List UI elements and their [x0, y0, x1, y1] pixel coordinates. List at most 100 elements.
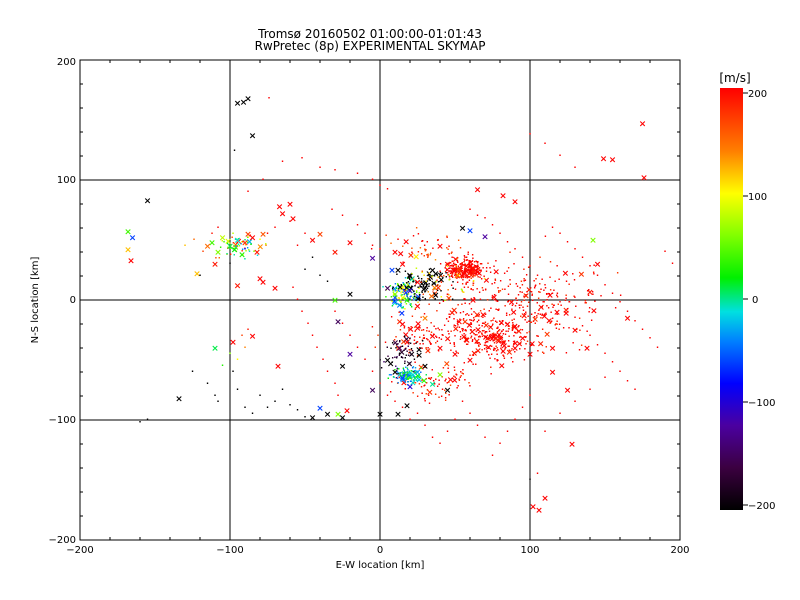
data-point-dot: ·: [447, 378, 450, 387]
data-point-dot: ·: [494, 275, 497, 284]
data-point-dot: ·: [391, 284, 394, 293]
data-point-dot: ·: [409, 339, 412, 348]
data-point-cross: ×: [452, 324, 460, 334]
data-point-cross: ×: [463, 262, 471, 272]
data-point-dot: ·: [449, 259, 452, 268]
data-point-dot: ·: [414, 278, 417, 287]
data-point-dot: ·: [418, 290, 421, 299]
data-point-dot: ·: [495, 347, 498, 356]
data-point-dot: ·: [558, 297, 561, 306]
data-point-dot: ·: [421, 337, 424, 346]
data-point-dot: ·: [656, 343, 659, 352]
data-point-cross: ×: [415, 293, 423, 303]
data-point-cross: ×: [403, 296, 411, 306]
data-point-dot: ·: [425, 379, 428, 388]
data-point-dot: ·: [591, 290, 594, 299]
data-point-dot: ·: [440, 295, 443, 304]
data-point-cross: ×: [476, 269, 484, 279]
data-point-dot: ·: [247, 245, 250, 254]
data-point-dot: ·: [494, 256, 497, 265]
data-point-dot: ·: [512, 259, 515, 268]
data-point-cross: ×: [506, 348, 514, 358]
data-point-cross: ×: [452, 255, 460, 265]
data-point-cross: ×: [253, 248, 261, 258]
data-point-dot: ·: [614, 304, 617, 313]
data-point-dot: ·: [454, 264, 457, 273]
data-point-dot: ·: [513, 245, 516, 254]
data-point-dot: ·: [448, 266, 451, 275]
data-point-cross: ×: [388, 266, 396, 276]
data-point-dot: ·: [462, 269, 465, 278]
data-point-dot: ·: [418, 323, 421, 332]
data-point-dot: ·: [221, 361, 224, 370]
data-point-dot: ·: [465, 253, 468, 262]
data-point-dot: ·: [453, 260, 456, 269]
data-point-cross: ×: [399, 374, 407, 384]
data-point-dot: ·: [261, 175, 264, 184]
data-point-dot: ·: [402, 364, 405, 373]
data-point-cross: ×: [481, 232, 489, 242]
data-point-dot: ·: [412, 362, 415, 371]
data-point-dot: ·: [458, 264, 461, 273]
data-point-dot: ·: [671, 259, 674, 268]
data-point-dot: ·: [476, 258, 479, 267]
data-point-cross: ×: [208, 238, 216, 248]
data-point-dot: ·: [455, 308, 458, 317]
data-point-dot: ·: [390, 313, 393, 322]
data-point-dot: ·: [231, 233, 234, 242]
data-point-dot: ·: [391, 285, 394, 294]
data-point-dot: ·: [432, 330, 435, 339]
data-point-cross: ×: [428, 292, 436, 302]
data-point-dot: ·: [500, 327, 503, 336]
data-point-dot: ·: [436, 286, 439, 295]
data-point-dot: ·: [456, 266, 459, 275]
data-point-dot: ·: [500, 327, 503, 336]
data-point-dot: ·: [225, 250, 228, 259]
data-point-dot: ·: [418, 333, 421, 342]
data-point-dot: ·: [408, 367, 411, 376]
data-point-dot: ·: [405, 368, 408, 377]
data-point-dot: ·: [454, 269, 457, 278]
data-point-dot: ·: [539, 310, 542, 319]
data-point-cross: ×: [511, 198, 519, 208]
data-point-dot: ·: [456, 272, 459, 281]
data-point-dot: ·: [399, 325, 402, 334]
data-point-cross: ×: [403, 283, 411, 293]
data-point-dot: ·: [438, 380, 441, 389]
data-point-dot: ·: [452, 284, 455, 293]
data-point-dot: ·: [466, 340, 469, 349]
data-point-dot: ·: [237, 235, 240, 244]
data-point-dot: ·: [400, 353, 403, 362]
data-point-dot: ·: [468, 276, 471, 285]
data-point-dot: ·: [404, 344, 407, 353]
data-point-dot: ·: [434, 332, 437, 341]
data-point-dot: ·: [403, 304, 406, 313]
data-point-dot: ·: [386, 391, 389, 400]
data-point-dot: ·: [509, 296, 512, 305]
data-point-dot: ·: [480, 329, 483, 338]
data-point-dot: ·: [444, 389, 447, 398]
colorbar-tick-label-neg200: −200: [748, 501, 775, 512]
data-point-dot: ·: [386, 352, 389, 361]
data-point-dot: ·: [228, 349, 231, 358]
data-point-dot: ·: [238, 241, 241, 250]
data-point-dot: ·: [396, 374, 399, 383]
data-point-dot: ·: [420, 237, 423, 246]
data-point-dot: ·: [459, 262, 462, 271]
data-point-dot: ·: [557, 300, 560, 309]
data-point-dot: ·: [408, 346, 411, 355]
data-point-dot: ·: [406, 368, 409, 377]
data-point-dot: ·: [404, 281, 407, 290]
data-point-dot: ·: [483, 332, 486, 341]
data-point-dot: ·: [336, 391, 339, 400]
data-point-dot: ·: [402, 258, 405, 267]
data-point-dot: ·: [391, 358, 394, 367]
data-point-dot: ·: [402, 377, 405, 386]
colorbar-unit-label: [m/s]: [719, 71, 750, 85]
data-point-dot: ·: [457, 273, 460, 282]
data-point-dot: ·: [396, 379, 399, 388]
colorbar-tick-label-0: 0: [752, 295, 758, 306]
data-point-dot: ·: [477, 316, 480, 325]
data-point-dot: ·: [491, 316, 494, 325]
data-point-dot: ·: [410, 282, 413, 291]
